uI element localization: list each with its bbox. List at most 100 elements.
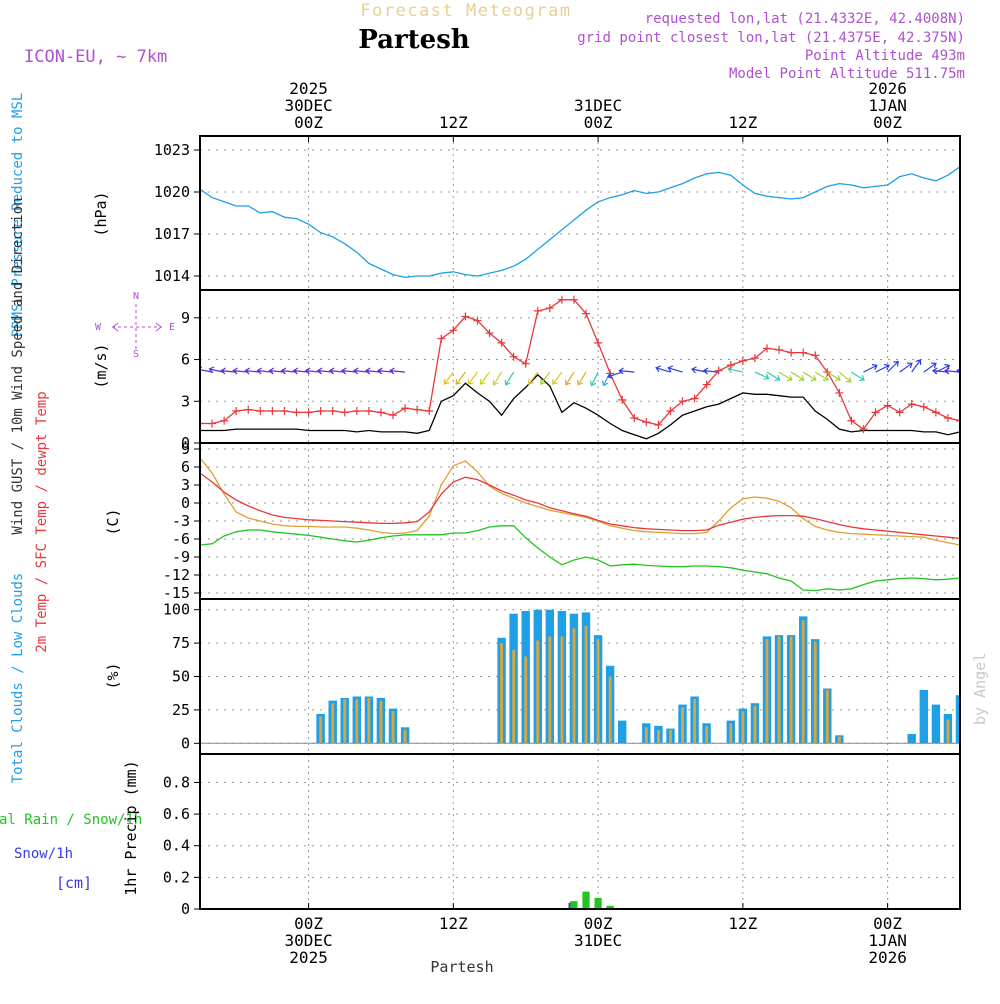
y-tick-label: 0 bbox=[181, 434, 190, 452]
gust-marker bbox=[871, 408, 880, 417]
gust-marker bbox=[750, 354, 759, 363]
snow-label: Snow/1h bbox=[14, 846, 73, 862]
low-cloud-bar bbox=[657, 729, 660, 744]
panel-frame-1 bbox=[199, 289, 961, 444]
low-cloud-bar bbox=[729, 723, 733, 744]
gust-marker bbox=[666, 407, 675, 416]
temp-ylabel: (C) bbox=[104, 508, 122, 535]
chart-marks: 10141017102010230369-15-12-9-6-303690255… bbox=[14, 79, 984, 967]
y-tick-label: 0 bbox=[181, 734, 190, 752]
panel-grid-4: 0 0.2 0.4 0.6 0.8 bbox=[163, 754, 960, 918]
x-tick-label-bottom: 12Z bbox=[439, 914, 468, 933]
gust-marker bbox=[594, 338, 603, 347]
wind-arrow bbox=[607, 371, 623, 379]
gust-line bbox=[200, 299, 960, 430]
gust-marker bbox=[895, 408, 904, 417]
low-cloud-bar bbox=[765, 639, 769, 744]
y-tick-label: -12 bbox=[163, 566, 190, 584]
gust-marker bbox=[200, 419, 204, 428]
low-cloud-bar bbox=[596, 639, 600, 744]
wind-arrow bbox=[839, 371, 852, 383]
gust-marker bbox=[220, 416, 229, 425]
low-cloud-bar bbox=[524, 656, 528, 744]
pressure-ylabel: (hPa) bbox=[92, 191, 110, 236]
gust-marker bbox=[352, 407, 361, 416]
gust-marker bbox=[690, 394, 699, 403]
wind-arrow bbox=[316, 367, 333, 375]
low-cloud-bar bbox=[500, 643, 503, 744]
low-cloud-bar bbox=[343, 699, 347, 744]
wind-arrow bbox=[618, 367, 635, 375]
x-tick-label-top: 31DEC bbox=[574, 96, 622, 115]
y-tick-label: 0.2 bbox=[163, 868, 190, 886]
precip-ylabel: 1hr Precip (mm) bbox=[122, 760, 140, 895]
rain-bar bbox=[570, 901, 578, 909]
y-tick-label: 3 bbox=[181, 392, 190, 410]
x-tick-label-top: 12Z bbox=[439, 113, 468, 132]
wind-arrow bbox=[389, 367, 406, 375]
gust-marker bbox=[292, 408, 301, 417]
wind-arrow bbox=[232, 367, 249, 375]
total-cloud-bar bbox=[618, 720, 627, 744]
x-tick-label-top: 2025 bbox=[289, 79, 328, 98]
gust-marker bbox=[738, 356, 747, 365]
compass-south: S bbox=[133, 349, 139, 360]
low-cloud-bar bbox=[741, 711, 745, 744]
low-cloud-bar bbox=[837, 736, 841, 744]
x-tick-label-bottom: 2026 bbox=[868, 948, 907, 967]
wind-arrow bbox=[340, 367, 357, 375]
temp-title: 2m Temp / SFC Temp / dewpt Temp bbox=[34, 391, 50, 652]
wind-arrow bbox=[667, 365, 683, 373]
cloud-bars bbox=[316, 609, 960, 744]
gust-marker bbox=[304, 408, 313, 417]
wind-arrow bbox=[851, 371, 865, 381]
wind-arrow bbox=[492, 371, 503, 386]
x-tick-label-top: 00Z bbox=[584, 113, 613, 132]
gust-marker bbox=[943, 413, 952, 422]
wind-arrow bbox=[969, 368, 984, 374]
y-tick-label: -6 bbox=[172, 530, 190, 548]
low-cloud-bar bbox=[608, 676, 612, 744]
gust-marker bbox=[823, 368, 832, 377]
low-cloud-bar bbox=[355, 699, 359, 744]
wind-arrow bbox=[504, 371, 515, 386]
gust-marker bbox=[799, 348, 808, 357]
x-tick-label-bottom: 00Z bbox=[294, 914, 323, 933]
x-tick-label-bottom: 30DEC bbox=[284, 931, 332, 950]
wind-arrow bbox=[814, 371, 829, 381]
gust-marker bbox=[340, 408, 349, 417]
gust-marker bbox=[557, 295, 566, 304]
subtitle: Forecast Meteogram bbox=[360, 1, 571, 21]
low-cloud-bar bbox=[801, 620, 805, 744]
panel-frame-4 bbox=[199, 753, 961, 910]
wind-arrow bbox=[911, 359, 922, 373]
y-tick-label: -3 bbox=[172, 512, 190, 530]
y-tick-label: 9 bbox=[181, 309, 190, 327]
compass-east: E bbox=[169, 322, 175, 333]
x-tick-label-bottom: 00Z bbox=[873, 914, 902, 933]
y-tick-label: 0 bbox=[181, 900, 190, 918]
gust-marker bbox=[630, 413, 639, 422]
wind-arrow bbox=[479, 371, 490, 385]
low-cloud-bar bbox=[669, 729, 672, 744]
y-tick-label: 25 bbox=[172, 701, 190, 719]
y-tick-label: 1014 bbox=[154, 267, 190, 285]
pressure-panel: PRMSL Pressure Reduced to MSL (hPa) bbox=[10, 93, 110, 337]
gust-marker bbox=[775, 345, 784, 354]
y-tick-label: 0.8 bbox=[163, 773, 190, 791]
wind-arrow bbox=[220, 367, 237, 375]
wind-ylabel: (m/s) bbox=[92, 343, 110, 388]
wind-arrow bbox=[528, 371, 539, 385]
y-tick-label: 0.4 bbox=[163, 837, 190, 855]
low-cloud-bar bbox=[572, 628, 576, 744]
wind-arrow bbox=[727, 366, 744, 373]
point-altitude: Point Altitude 493m bbox=[805, 48, 965, 64]
gust-marker bbox=[521, 359, 530, 368]
wind-arrow bbox=[826, 371, 841, 381]
gust-marker bbox=[364, 407, 373, 416]
precip-panel: Total Rain / Snow/1h [cm] 1hr Precip (mm… bbox=[0, 760, 142, 895]
watermark: by Angel bbox=[971, 653, 989, 725]
dewpoint-line bbox=[200, 525, 960, 592]
x-tick-label-bottom: 2025 bbox=[289, 948, 328, 967]
